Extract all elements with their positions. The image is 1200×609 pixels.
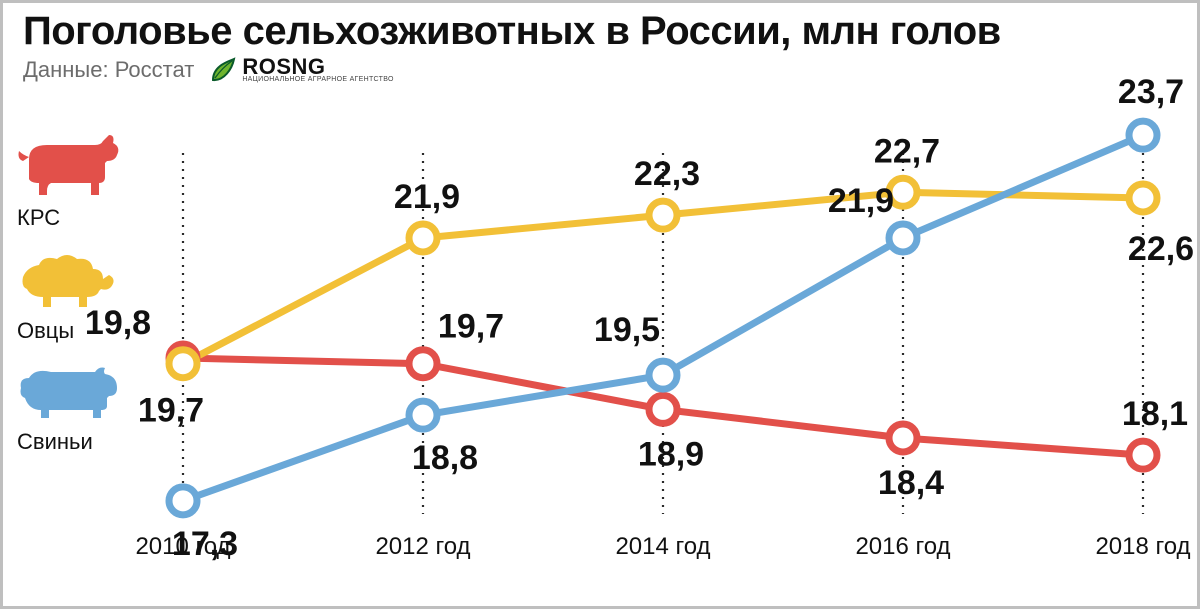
data-value-label: 19,7 [438,308,504,346]
data-value-label: 23,7 [1118,73,1184,111]
legend-label-cattle: КРС [17,205,145,231]
data-value-label: 19,7 [138,392,204,430]
data-value-label: 22,3 [634,155,700,193]
data-value-label: 22,6 [1128,230,1194,268]
legend-label-pig: Свиньи [17,429,145,455]
x-axis-label: 2012 год [375,533,470,560]
plot-svg: 2010 год2012 год2014 год2016 год2018 год… [153,98,1173,568]
plot-area: 2010 год2012 год2014 год2016 год2018 год… [153,98,1173,568]
chart-subtitle: Данные: Росстат [23,57,194,83]
data-marker [649,361,677,389]
data-marker [1129,121,1157,149]
data-value-label: 18,4 [878,464,944,502]
data-value-label: 18,8 [412,439,478,477]
sheep-icon [17,249,117,311]
data-value-label: 18,9 [638,435,704,473]
data-value-label: 18,1 [1122,395,1188,433]
rosng-logo: ROSNG НАЦИОНАЛЬНОЕ АГРАРНОЕ АГЕНТСТВО [210,56,393,83]
x-axis-label: 2018 год [1095,533,1190,560]
leaf-icon [210,57,236,83]
chart-frame: Поголовье сельхозживотных в России, млн … [0,0,1200,609]
chart-title: Поголовье сельхозживотных в России, млн … [23,9,1177,54]
data-marker [889,224,917,252]
data-value-label: 21,9 [828,182,894,220]
logo-text: ROSNG [242,56,393,78]
data-value-label: 22,7 [874,132,940,170]
data-marker [169,487,197,515]
legend: КРС Овцы Свиньи [17,133,145,473]
data-marker [169,350,197,378]
data-marker [1129,441,1157,469]
data-marker [649,395,677,423]
x-axis-label: 2014 год [615,533,710,560]
data-value-label: 17,3 [172,525,238,563]
data-marker [649,201,677,229]
legend-item-cattle: КРС [17,133,145,231]
logo-sub: НАЦИОНАЛЬНОЕ АГРАРНОЕ АГЕНТСТВО [242,76,393,83]
data-marker [409,224,437,252]
pig-icon [17,362,122,422]
data-marker [1129,184,1157,212]
data-marker [889,424,917,452]
cow-icon [17,133,122,198]
chart-header: Поголовье сельхозживотных в России, млн … [23,9,1177,83]
data-marker [409,350,437,378]
x-axis-label: 2016 год [855,533,950,560]
data-marker [409,401,437,429]
data-value-label: 19,8 [85,304,151,342]
data-value-label: 19,5 [594,311,660,349]
data-value-label: 21,9 [394,178,460,216]
legend-item-pig: Свиньи [17,362,145,455]
